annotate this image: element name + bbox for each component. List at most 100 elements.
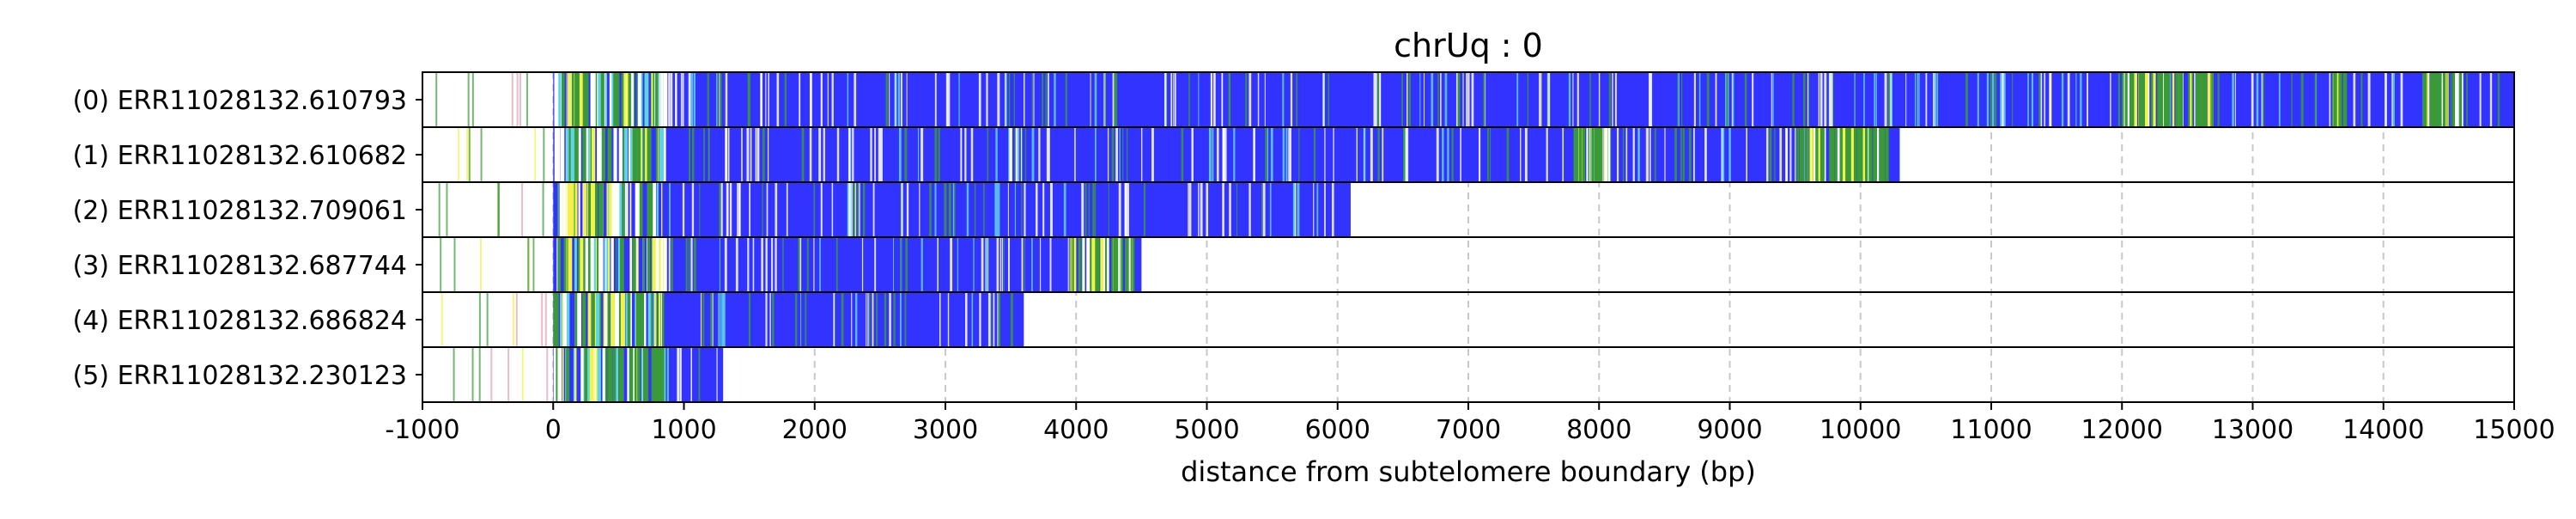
read-4-sparse-mark [899, 292, 902, 347]
read-0-green-region-2-mark [2455, 72, 2458, 127]
read-0-sparse-mark [900, 72, 902, 127]
read-0-green-region-0-mark [2196, 72, 2201, 127]
read-4-dense-mark [611, 292, 615, 347]
read-0-green-region-2-mark [2435, 72, 2437, 127]
read-2-sparse-mark [934, 182, 937, 237]
read-4-sparse-mark [993, 292, 995, 347]
read-3-dense-mark [585, 237, 588, 292]
read-3-dense-mark [606, 237, 611, 292]
read-1-sparse-mark [1789, 127, 1792, 182]
read-1-sparse-mark [1649, 127, 1651, 182]
read-1-green-region-0-mark [1603, 127, 1605, 182]
read-4-dense-mark [615, 292, 619, 347]
read-2-sparse-mark [901, 182, 903, 237]
read-1-dense-mark [632, 127, 636, 182]
read-3-sparse-mark [747, 237, 750, 292]
read-0-sparse-mark [1539, 72, 1540, 127]
read-0-sparse-mark [1406, 72, 1408, 127]
read-5-dense-mark [627, 347, 630, 402]
read-5-dense-mark [596, 347, 598, 402]
read-0-sparse-mark [997, 72, 1000, 127]
read-0-dense-mark [604, 72, 605, 127]
read-0-sparse-mark [1991, 72, 1995, 127]
read-1-sparse-mark [767, 127, 769, 182]
read-3-green-region-0-mark [1127, 237, 1131, 292]
read-3-bar [553, 237, 1142, 292]
read-5-dense-mark [664, 347, 666, 402]
read-0-green-region-2-mark [2436, 72, 2440, 127]
read-5-dense-mark [655, 347, 658, 402]
read-2-pre-mark [521, 182, 524, 237]
x-tick-label: 3000 [913, 415, 978, 445]
read-1-sparse-mark [1018, 127, 1020, 182]
read-0-sparse-mark [958, 72, 960, 127]
read-0-green-region-0-mark [2159, 72, 2161, 127]
read-2-sparse-mark [1200, 182, 1203, 237]
read-0-sparse-mark [1990, 72, 1992, 127]
read-0-sparse-mark [1744, 72, 1747, 127]
read-2-sparse-mark [953, 182, 956, 237]
read-3-sparse-mark [987, 237, 989, 292]
read-2-dense-mark [635, 182, 640, 237]
read-3-green-region-0-mark [1091, 237, 1096, 292]
read-0-pre-mark [435, 72, 438, 127]
read-0-sparse-mark [2262, 72, 2264, 127]
read-2-sparse-mark [813, 182, 816, 237]
read-1-sparse-mark [1442, 127, 1444, 182]
read-0-sparse-mark [1210, 72, 1213, 127]
read-label: (1) ERR11028132.610682 [73, 141, 407, 171]
read-2-sparse-mark [669, 182, 671, 237]
read-label: (3) ERR11028132.687744 [73, 251, 407, 281]
read-0-sparse-mark [1706, 72, 1710, 127]
read-2-sparse-mark [1297, 182, 1300, 237]
read-3-sparse-mark [724, 237, 727, 292]
read-3-sparse-mark [664, 237, 666, 292]
read-1-green-region-0-mark [1601, 127, 1603, 182]
x-tick-label: 8000 [1566, 415, 1631, 445]
read-0-sparse-mark [1373, 72, 1376, 127]
read-4-dense-mark [587, 292, 592, 347]
read-1-sparse-mark [1288, 127, 1291, 182]
read-0-sparse-mark [716, 72, 718, 127]
read-1-green-region-1-mark [1849, 127, 1851, 182]
read-0-sparse-mark [2038, 72, 2041, 127]
read-0-sparse-mark [1933, 72, 1935, 127]
read-4-dense-mark [606, 292, 611, 347]
read-3-sparse-mark [981, 237, 984, 292]
read-0-dense-mark [609, 72, 612, 127]
read-0-sparse-mark [1608, 72, 1612, 127]
read-0-green-region-0-mark [2134, 72, 2137, 127]
read-4-sparse-mark [872, 292, 874, 347]
read-1-green-region-1-mark [1805, 127, 1808, 182]
read-1-dense-mark [578, 127, 581, 182]
read-0-sparse-mark [1198, 72, 1200, 127]
read-3-green-region-0-mark [1070, 237, 1072, 292]
read-0-green-region-0-mark [2123, 72, 2126, 127]
read-2-sparse-mark [737, 182, 738, 237]
read-4-dense-mark [635, 292, 637, 347]
read-5-dense-mark [574, 347, 577, 402]
read-0-sparse-mark [1163, 72, 1167, 127]
x-tick-label: 6000 [1305, 415, 1370, 445]
read-2-dense-mark [583, 182, 587, 237]
read-3-dense-mark [593, 237, 597, 292]
read-1-sparse-mark [1774, 127, 1776, 182]
read-0-sparse-mark [1065, 72, 1067, 127]
read-1-sparse-mark [1646, 127, 1649, 182]
read-5-sparse-mark [716, 347, 718, 402]
read-0-sparse-mark [1792, 72, 1795, 127]
read-0-sparse-mark [1516, 72, 1519, 127]
read-2-dense-mark [608, 182, 610, 237]
read-1-sparse-mark [1115, 127, 1119, 182]
read-1-dense-mark [556, 127, 561, 182]
read-2-dense-mark [661, 182, 663, 237]
read-3-dense-mark [580, 237, 584, 292]
x-tick-label: 5000 [1174, 415, 1239, 445]
read-1-sparse-mark [1654, 127, 1656, 182]
read-1-sparse-mark [1265, 127, 1267, 182]
read-1-green-region-1-mark [1802, 127, 1805, 182]
read-0-sparse-mark [720, 72, 722, 127]
read-4-sparse-mark [719, 292, 721, 347]
read-3-dense-mark [596, 237, 600, 292]
